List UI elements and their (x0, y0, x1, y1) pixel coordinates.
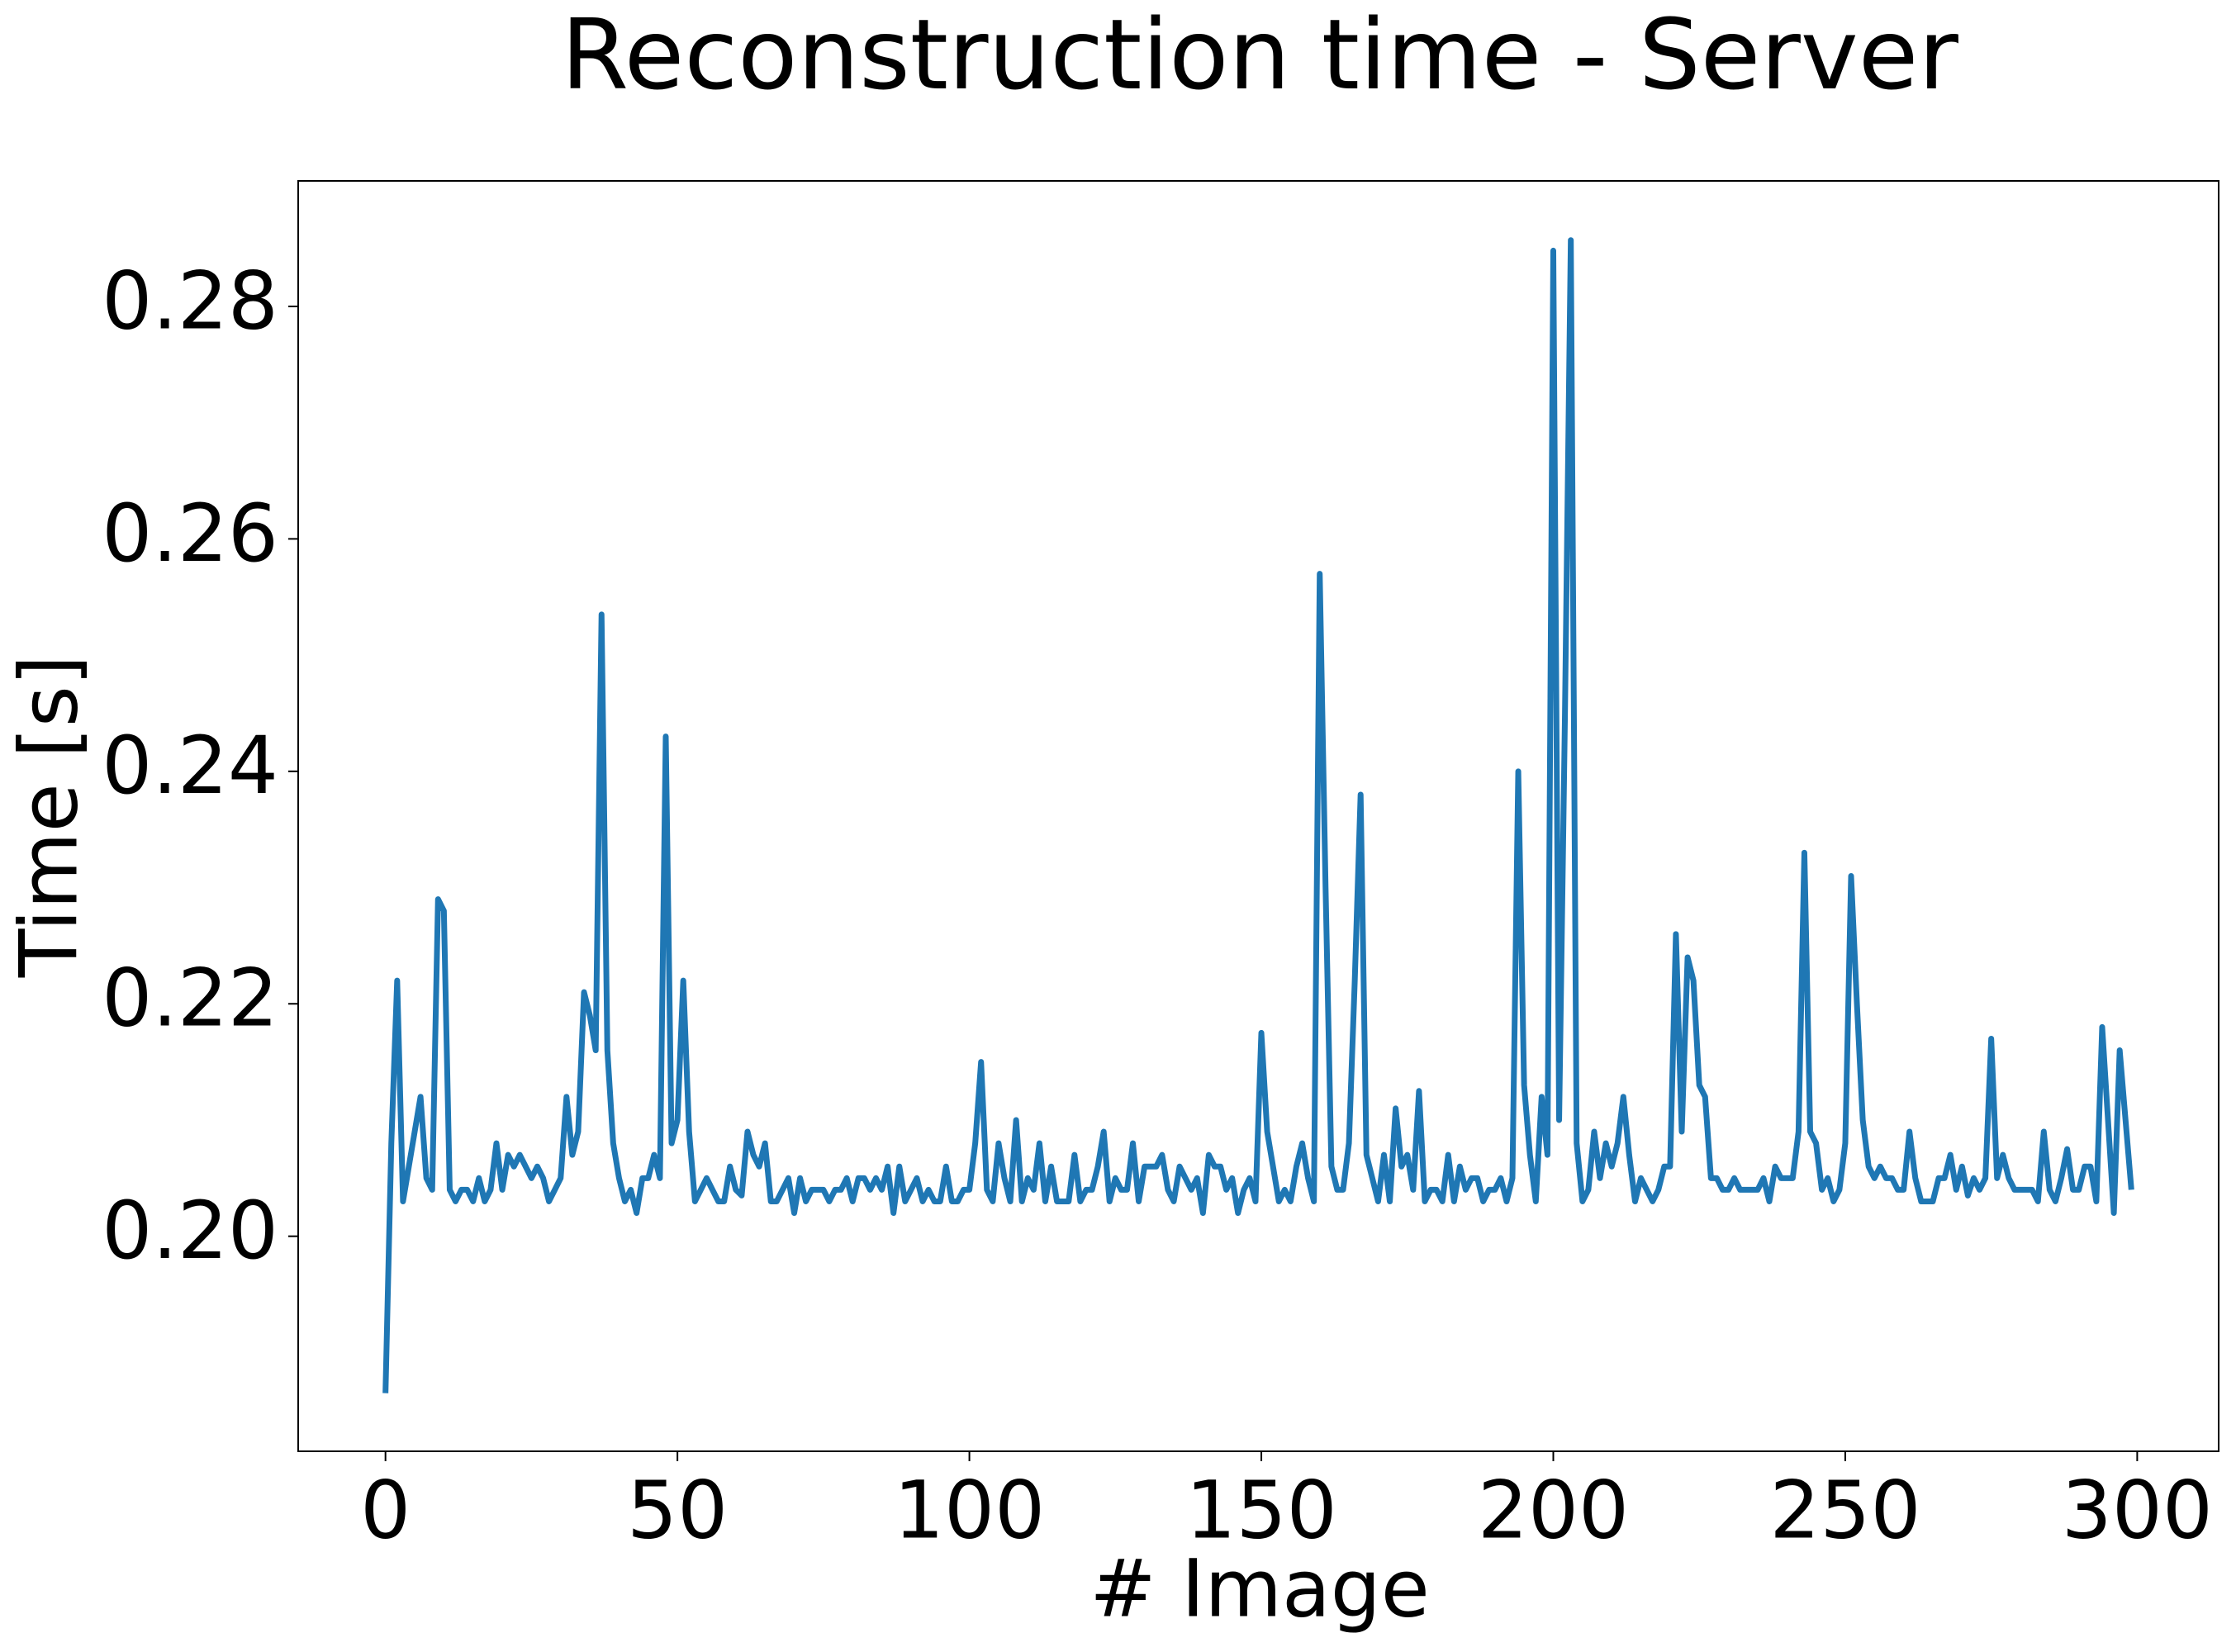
x-tick-label: 300 (2062, 1464, 2213, 1556)
data-line (382, 237, 2134, 1393)
x-tick-label: 0 (360, 1464, 411, 1556)
x-tick-label: 150 (1185, 1464, 1336, 1556)
x-tick-label: 250 (1769, 1464, 1920, 1556)
y-tick-label: 0.26 (102, 487, 278, 580)
chart-title: Reconstruction time - Server (561, 0, 1958, 112)
y-tick-label: 0.28 (102, 254, 278, 347)
x-tick-label: 100 (894, 1464, 1045, 1556)
x-axis-label: # Image (1090, 1542, 1430, 1635)
y-tick-label: 0.24 (102, 719, 278, 812)
x-tick-label: 50 (627, 1464, 728, 1556)
y-tick-label: 0.20 (102, 1184, 278, 1277)
x-tick-label: 200 (1478, 1464, 1629, 1556)
y-tick-label: 0.22 (102, 952, 278, 1045)
plot-frame (297, 180, 2219, 1452)
y-axis-label: Time [s] (2, 655, 95, 978)
